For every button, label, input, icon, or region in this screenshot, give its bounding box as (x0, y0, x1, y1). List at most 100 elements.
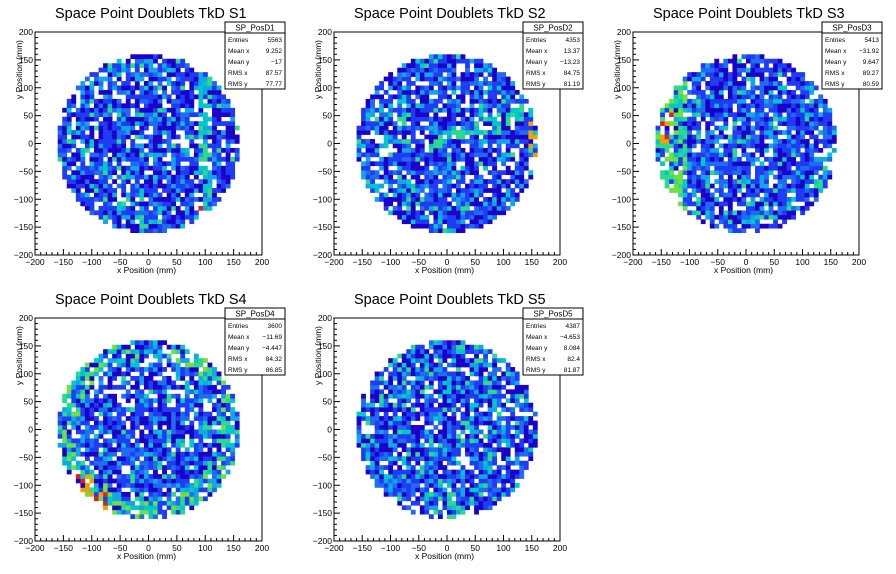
heatmap-bin (66, 407, 72, 412)
heatmap-bin (782, 85, 787, 91)
heatmap-bin (121, 139, 127, 144)
heatmap-bin (180, 201, 186, 207)
heatmap-bin (166, 130, 172, 135)
heatmap-bin (773, 107, 778, 113)
heatmap-bin (392, 192, 398, 198)
heatmap-bin (162, 456, 167, 462)
heatmap-bin (469, 72, 475, 77)
heatmap-bin (397, 143, 403, 149)
heatmap-bin (478, 188, 484, 193)
heatmap-bin (180, 487, 186, 493)
heatmap-bin (80, 398, 86, 404)
heatmap-bin (442, 165, 448, 171)
heatmap-bin (212, 107, 217, 113)
heatmap-bin (198, 474, 204, 479)
heatmap-bin (741, 116, 747, 122)
heatmap-bin (492, 81, 498, 86)
y-tick-label: 0 (28, 139, 33, 149)
heatmap-bin (80, 107, 86, 113)
heatmap-bin (98, 121, 104, 126)
heatmap-bin (84, 98, 90, 104)
heatmap-bin (773, 85, 778, 91)
heatmap-bin (157, 442, 163, 448)
heatmap-bin (700, 98, 706, 104)
heatmap-bin (107, 214, 113, 220)
heatmap-bin (125, 205, 131, 211)
heatmap-bin (202, 179, 208, 184)
heatmap-bin (175, 223, 181, 229)
heatmap-bin (383, 384, 389, 390)
heatmap-bin (410, 487, 416, 493)
heatmap-bin (116, 362, 122, 368)
heatmap-bin (103, 161, 108, 167)
heatmap-bin (478, 210, 484, 216)
heatmap-bin (130, 505, 136, 511)
heatmap-bin (442, 139, 448, 144)
heatmap-bin (406, 188, 412, 193)
heatmap-bin (700, 174, 706, 180)
heatmap-bin (496, 143, 502, 149)
heatmap-bin (212, 393, 217, 399)
heatmap-bin (116, 67, 122, 73)
heatmap-bin (125, 389, 131, 395)
heatmap-bin (424, 89, 430, 95)
heatmap-bin (415, 161, 421, 167)
heatmap-bin (198, 487, 204, 493)
heatmap-bin (130, 367, 136, 372)
heatmap-bin (746, 143, 751, 149)
heatmap-bin (103, 134, 108, 140)
heatmap-bin (505, 121, 511, 126)
heatmap-bin (696, 130, 702, 135)
heatmap-bin (356, 143, 362, 149)
heatmap-bin (474, 192, 479, 198)
heatmap-bin (216, 380, 222, 386)
heatmap-bin (143, 161, 149, 167)
heatmap-bin (370, 125, 375, 131)
heatmap-bin (202, 478, 208, 484)
heatmap-bin (401, 407, 407, 412)
stats-key: RMS x (526, 70, 546, 77)
heatmap-bin (143, 121, 149, 126)
heatmap-bin (112, 460, 118, 466)
heatmap-bin (212, 147, 217, 153)
heatmap-bin (80, 487, 86, 493)
heatmap-bin (230, 139, 236, 144)
heatmap-bin (157, 116, 163, 122)
heatmap-bin (755, 188, 760, 193)
heatmap-bin (388, 210, 394, 216)
heatmap-bin (153, 416, 158, 421)
y-tick-label: −150 (612, 222, 631, 232)
heatmap-bin (746, 219, 751, 225)
heatmap-bin (437, 63, 443, 68)
heatmap-bin (356, 156, 362, 162)
heatmap-bin (112, 371, 118, 377)
heatmap-bin (379, 456, 385, 462)
heatmap-bin (116, 402, 122, 408)
heatmap-bin (741, 112, 747, 118)
heatmap-bin (103, 205, 108, 211)
heatmap-bin (451, 214, 457, 220)
heatmap-bin (437, 54, 443, 60)
heatmap-bin (678, 147, 684, 153)
heatmap-bin (216, 156, 222, 162)
heatmap-bin (469, 134, 475, 140)
heatmap-bin (714, 89, 720, 95)
heatmap-bin (189, 156, 195, 162)
x-tick-label: 0 (146, 543, 151, 553)
heatmap-bin (478, 112, 484, 118)
heatmap-bin (433, 107, 439, 113)
heatmap-bin (777, 85, 783, 91)
heatmap-bin (705, 205, 711, 211)
heatmap-bin (732, 161, 738, 167)
heatmap-bin (437, 121, 443, 126)
heatmap-bin (166, 174, 172, 180)
heatmap-bin (66, 165, 72, 171)
heatmap-bin (157, 192, 163, 198)
heatmap-bin (768, 170, 774, 176)
heatmap-bin (406, 94, 412, 100)
heatmap-bin (510, 174, 516, 180)
heatmap-bin (736, 170, 742, 176)
heatmap-bin (370, 152, 375, 158)
heatmap-bin (388, 201, 394, 207)
heatmap-bin (166, 81, 172, 86)
